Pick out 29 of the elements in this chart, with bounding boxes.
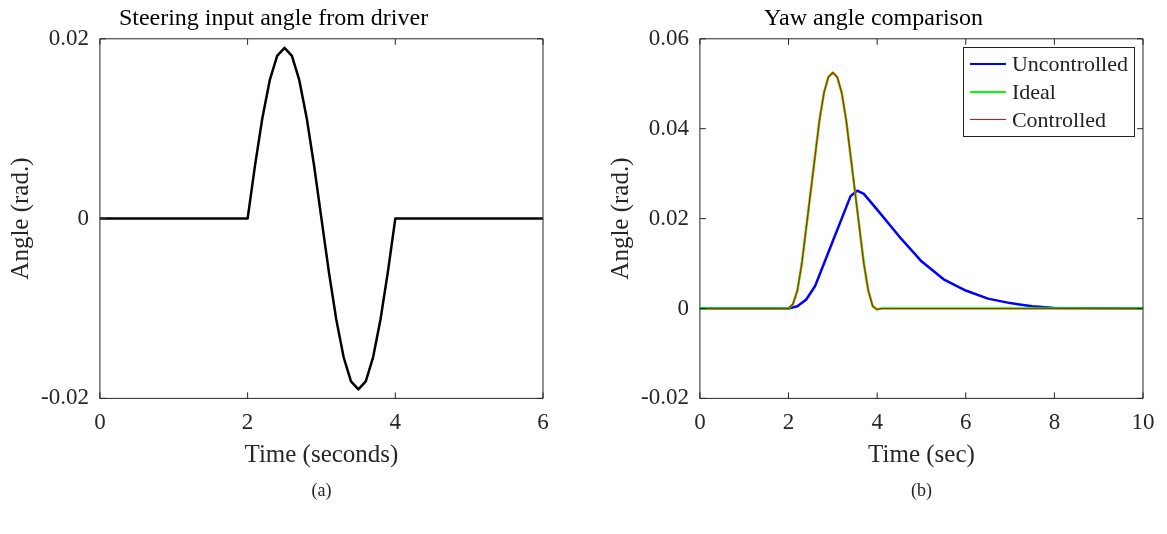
y-tick-label: 0	[677, 294, 689, 320]
y-tick-label: 0	[77, 204, 89, 230]
x-axis-title: Time (sec)	[868, 439, 975, 468]
y-tick-label: 0.02	[48, 24, 89, 50]
x-tick-label: 8	[1048, 409, 1061, 435]
text: (b)	[909, 480, 933, 501]
text: (a)	[310, 480, 333, 501]
y-tick-label: 0.04	[648, 114, 690, 140]
x-tick-label: 2	[782, 409, 795, 435]
y-tick-label: 0.06	[648, 24, 689, 50]
x-axis-title: Time (seconds)	[244, 439, 399, 468]
legend-label: Ideal	[1011, 78, 1056, 105]
chart-title: Steering input angle from driver	[118, 3, 429, 30]
x-tick-label: 6	[537, 409, 549, 435]
legend-label: Uncontrolled	[1011, 50, 1128, 77]
x-tick-label: 4	[389, 409, 402, 435]
x-tick-label: 6	[960, 409, 972, 435]
legend-label: Controlled	[1011, 106, 1107, 133]
y-tick-label: 0.02	[648, 204, 689, 230]
x-tick-label: 4	[871, 409, 884, 435]
chart-title: Yaw angle comparison	[764, 3, 983, 30]
x-tick-label: 10	[1131, 409, 1155, 435]
y-tick-label: -0.02	[640, 384, 689, 410]
y-tick-label: -0.02	[40, 384, 89, 410]
x-tick-label: 2	[241, 409, 254, 435]
y-axis-title: Angle (rad.)	[5, 157, 34, 280]
x-tick-label: 0	[694, 409, 706, 435]
y-axis-title: Angle (rad.)	[605, 157, 634, 280]
x-tick-label: 0	[94, 409, 106, 435]
